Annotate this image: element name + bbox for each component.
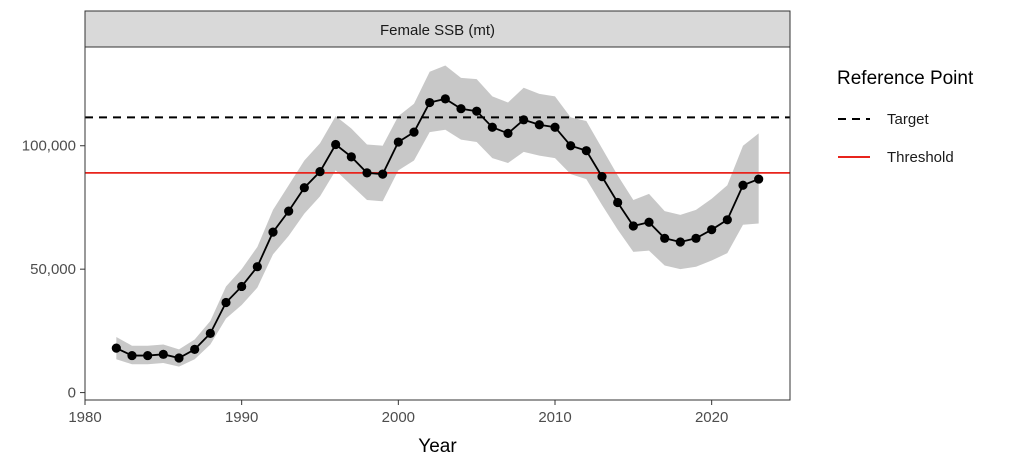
data-point <box>754 174 764 184</box>
data-point <box>252 262 262 272</box>
y-tick-label: 0 <box>68 385 76 402</box>
data-point <box>127 350 137 361</box>
x-tick-label: 1980 <box>68 409 101 426</box>
data-point <box>722 215 732 225</box>
data-point <box>550 122 560 132</box>
data-point <box>628 221 638 231</box>
data-point <box>378 169 388 179</box>
data-point <box>205 328 215 338</box>
data-point <box>691 233 701 243</box>
data-point <box>660 233 670 243</box>
data-point <box>331 139 341 150</box>
data-point <box>534 120 544 130</box>
data-point <box>597 172 607 182</box>
data-point <box>487 122 497 132</box>
data-point <box>299 183 309 193</box>
confidence-band-layer <box>116 65 759 367</box>
x-tick-label: 1990 <box>225 409 258 426</box>
y-axis: 0 50,000 100,000 <box>22 138 85 402</box>
data-point <box>346 152 356 162</box>
y-tick-label: 100,000 <box>22 138 76 155</box>
data-point <box>456 104 466 114</box>
data-point <box>221 297 231 308</box>
data-point <box>362 168 372 178</box>
legend-key-target: Target <box>838 111 930 128</box>
facet-title: Female SSB (mt) <box>380 22 495 39</box>
data-point <box>675 237 685 247</box>
data-point <box>268 227 278 237</box>
data-point <box>644 217 654 227</box>
data-point <box>472 106 482 116</box>
reference-line-layer <box>85 116 790 174</box>
legend-title: Reference Point <box>837 68 974 89</box>
data-point <box>440 94 450 104</box>
x-tick-label: 2000 <box>382 409 415 426</box>
confidence-band <box>116 65 759 367</box>
series-layer <box>111 94 764 363</box>
data-point <box>315 167 325 177</box>
data-point <box>519 115 529 125</box>
data-point <box>707 225 717 235</box>
data-point <box>143 350 153 361</box>
data-point <box>158 349 168 359</box>
data-point <box>237 281 247 292</box>
data-point <box>503 128 513 138</box>
y-tick-label: 50,000 <box>30 261 76 278</box>
x-axis-title: Year <box>418 436 457 457</box>
data-point <box>566 141 576 151</box>
facet-strip <box>84 10 791 48</box>
data-point <box>284 206 294 216</box>
x-tick-label: 2020 <box>695 409 728 426</box>
x-tick-label: 2010 <box>538 409 571 426</box>
x-axis: 1980 1990 2000 2010 2020 <box>68 400 728 426</box>
legend-items: Target Threshold <box>838 111 954 166</box>
legend-label: Threshold <box>887 149 954 166</box>
data-point <box>613 197 623 208</box>
data-point <box>190 344 200 354</box>
data-point <box>409 127 419 137</box>
data-point <box>738 180 748 190</box>
data-point <box>425 97 435 108</box>
legend: Reference Point Target Threshold <box>837 68 974 166</box>
data-point <box>174 353 184 363</box>
legend-key-threshold: Threshold <box>838 149 954 166</box>
plot-panel-border <box>84 46 791 401</box>
data-point <box>393 137 403 147</box>
data-point <box>581 146 591 156</box>
data-point <box>111 343 121 353</box>
legend-label: Target <box>887 111 930 128</box>
